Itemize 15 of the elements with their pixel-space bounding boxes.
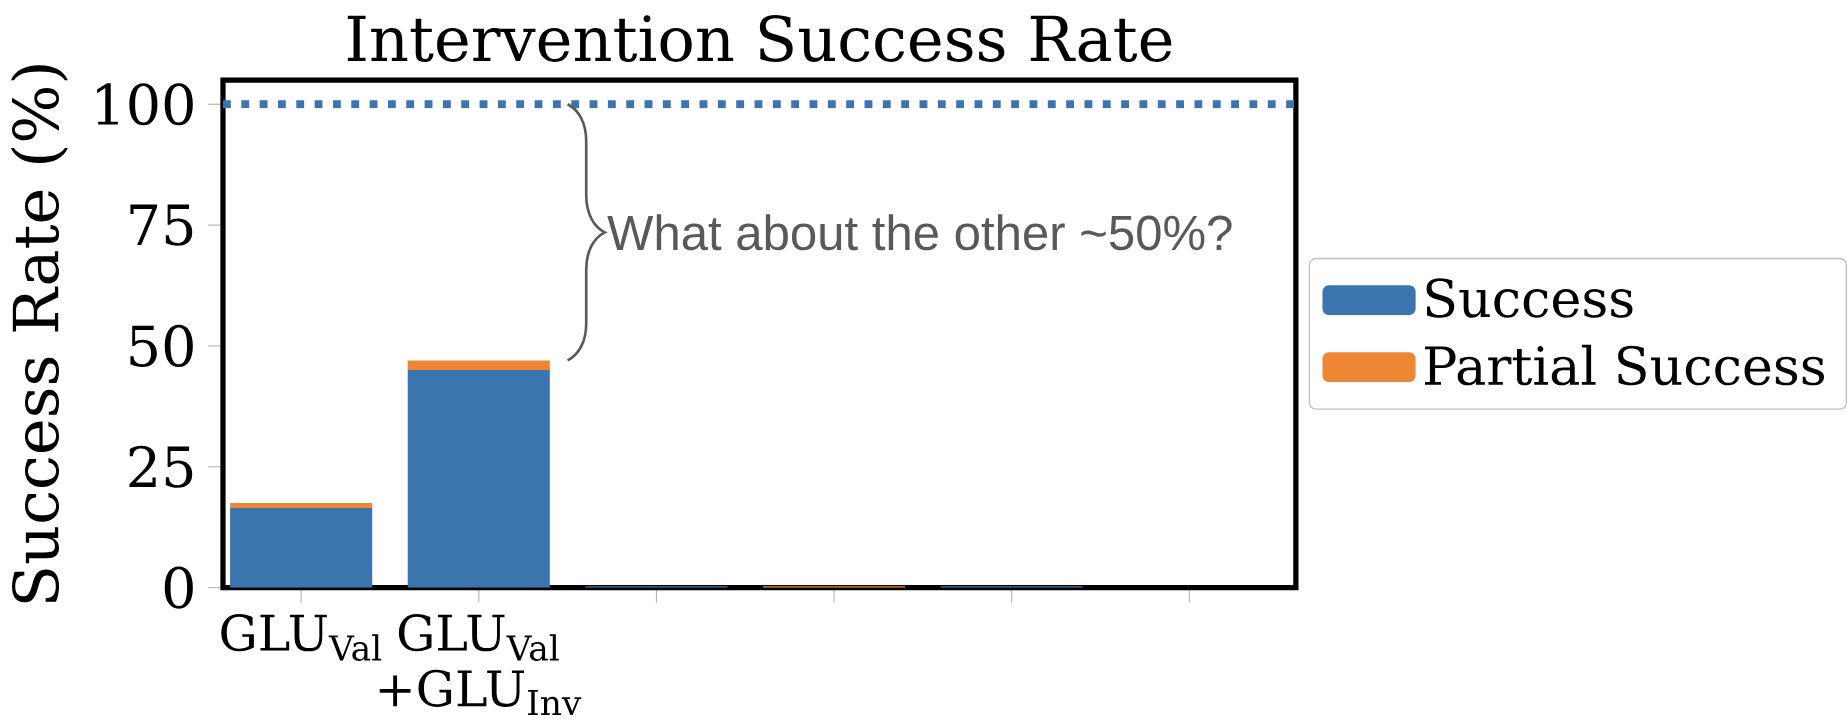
bar <box>407 369 550 588</box>
bar <box>230 502 373 508</box>
bar <box>407 360 550 370</box>
y-tick-label: 0 <box>164 566 193 609</box>
y-tick-label: 25 <box>129 445 193 488</box>
y-tick-label: 75 <box>130 204 193 246</box>
legend-label: Success <box>1426 277 1633 318</box>
annotation: What about the other ~50%? <box>607 214 1232 251</box>
legend-label: Partial Success <box>1425 344 1824 386</box>
y-tick-label: 50 <box>130 324 193 367</box>
y-tick-label: 100 <box>97 82 193 126</box>
x-tick-label: GLU$_{Val}$ <box>221 613 382 661</box>
bar <box>230 507 373 588</box>
y-axis-title: Success Rate (%) <box>10 65 68 603</box>
chart-title: Intervention Success Rate <box>347 14 1172 62</box>
